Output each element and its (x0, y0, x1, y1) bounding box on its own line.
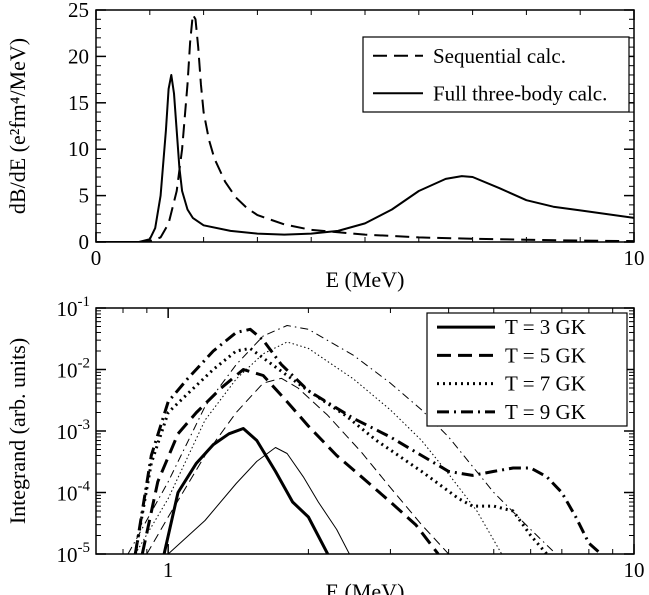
legend-label-2: T = 5 GK (505, 343, 586, 367)
legend-box (426, 312, 628, 427)
plot-area (96, 13, 634, 242)
legend-label-4: T = 9 GK (505, 400, 586, 424)
series-line-8 (127, 325, 557, 554)
legend-label-1: Sequential calc. (433, 44, 566, 68)
legend-label-1: T = 3 GK (505, 315, 586, 339)
legend: T = 3 GK T = 5 GK T = 7 GK T = 9 GK (426, 312, 628, 427)
series-line-7 (134, 341, 503, 554)
y-tick-label: 20 (68, 44, 89, 68)
y-tick-label: 25 (68, 0, 89, 22)
y-tick-label: 10-3 (57, 417, 91, 444)
y-tick-label: 15 (68, 91, 89, 115)
x-tick-label: 0 (91, 246, 102, 270)
y-axis-label: Integrand (arb. units) (5, 338, 30, 524)
plot-area (127, 325, 603, 554)
y-tick-label: 10 (68, 137, 89, 161)
series-line-1 (96, 13, 634, 242)
y-tick-label: 10-5 (57, 540, 91, 567)
series-line-2 (96, 74, 634, 242)
bottom-panel-integrand: 1 10 10-5 10-4 10-3 10-2 10-1 E (MeV) Integrand … (5, 294, 645, 595)
legend-label-3: T = 7 GK (505, 372, 586, 396)
legend-box (362, 36, 630, 113)
top-panel-dB-dE: 0 10 0 5 10 15 20 25 E (MeV) dB/dE (e²fm⁴/MeV) Seq… (5, 0, 645, 292)
y-tick-label: 5 (79, 184, 90, 208)
y-tick-label: 0 (79, 230, 90, 254)
x-tick-label: 1 (163, 558, 174, 582)
x-tick-label: 10 (624, 558, 645, 582)
y-tick-label: 10-2 (57, 356, 91, 383)
series-line-5 (167, 447, 350, 554)
y-axis-label: dB/dE (e²fm⁴/MeV) (5, 38, 30, 214)
legend-label-2: Full three-body calc. (433, 81, 607, 105)
series-line-2 (140, 368, 440, 554)
y-tick-label: 10-4 (57, 479, 91, 506)
series-line-1 (162, 427, 330, 554)
x-axis-label: E (MeV) (326, 579, 405, 595)
legend: Sequential calc. Full three-body calc. (362, 36, 630, 113)
series-line-6 (146, 377, 449, 554)
x-tick-label: 10 (624, 246, 645, 270)
y-tick-label: 10-1 (57, 294, 91, 321)
x-axis-label: E (MeV) (326, 267, 405, 292)
